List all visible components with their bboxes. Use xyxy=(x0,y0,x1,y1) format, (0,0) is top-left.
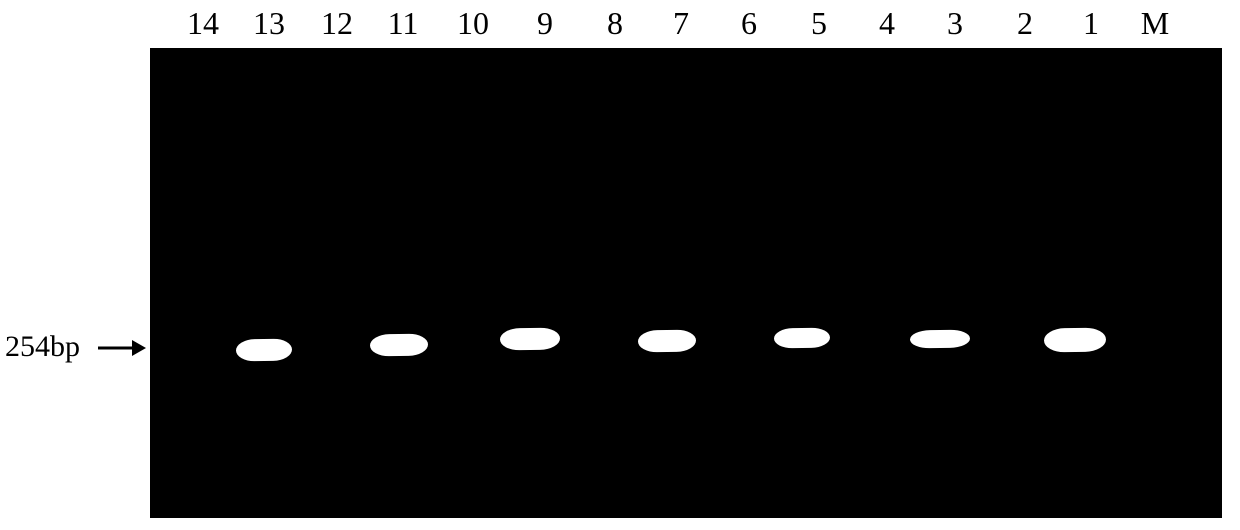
band-lane-13 xyxy=(236,339,292,362)
band-lane-7 xyxy=(638,329,696,352)
gel-image xyxy=(150,48,1222,518)
band-lane-5 xyxy=(774,328,830,349)
band-lane-11 xyxy=(370,333,428,356)
lane-label-4: 4 xyxy=(862,5,912,42)
lane-label-2: 2 xyxy=(1000,5,1050,42)
lane-label-11: 11 xyxy=(378,5,428,42)
lane-label-3: 3 xyxy=(930,5,980,42)
lane-label-9: 9 xyxy=(520,5,570,42)
band-lane-9 xyxy=(500,327,560,350)
gel-figure: 14 13 12 11 10 9 8 7 6 5 4 3 2 1 M 254bp xyxy=(0,0,1240,530)
lane-label-M: M xyxy=(1130,5,1180,42)
band-lane-3 xyxy=(910,329,970,348)
lane-labels-row: 14 13 12 11 10 9 8 7 6 5 4 3 2 1 M xyxy=(0,5,1240,45)
band-lane-1 xyxy=(1044,327,1106,352)
lane-label-6: 6 xyxy=(724,5,774,42)
size-marker-label: 254bp xyxy=(5,330,80,364)
lane-label-1: 1 xyxy=(1066,5,1116,42)
lane-label-5: 5 xyxy=(794,5,844,42)
lane-label-14: 14 xyxy=(178,5,228,42)
lane-label-13: 13 xyxy=(244,5,294,42)
lane-label-12: 12 xyxy=(312,5,362,42)
lane-label-10: 10 xyxy=(448,5,498,42)
lane-label-7: 7 xyxy=(656,5,706,42)
lane-label-8: 8 xyxy=(590,5,640,42)
arrow-icon xyxy=(96,336,148,360)
